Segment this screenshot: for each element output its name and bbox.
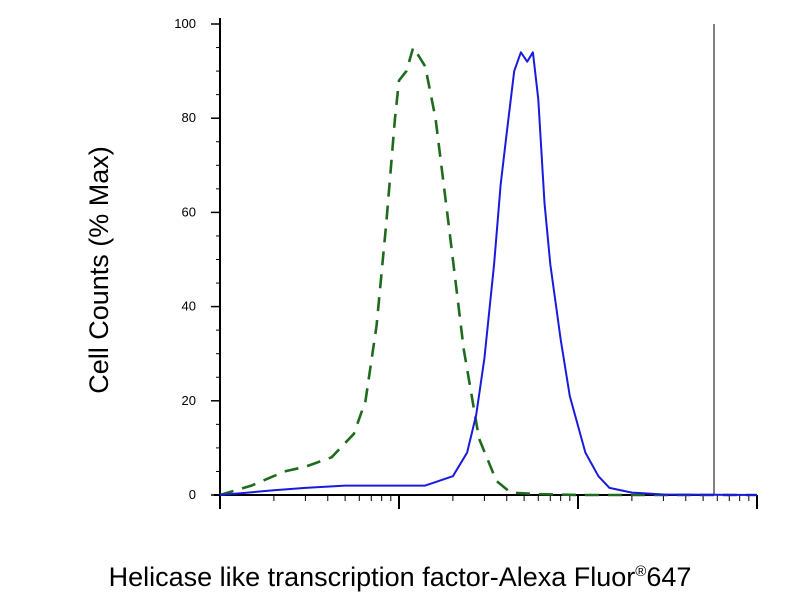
- y-tick-label: 100: [174, 16, 196, 31]
- y-tick-label: 60: [182, 204, 196, 219]
- x-axis-label-suffix: 647: [646, 562, 692, 592]
- histogram-solid-series: [219, 51, 758, 496]
- y-tick-label: 40: [182, 299, 196, 314]
- series-layer: [219, 46, 758, 497]
- histogram-dashed-series: [219, 46, 757, 497]
- y-tick-label: 20: [182, 393, 196, 408]
- x-axis-label-text: Helicase like transcription factor-Alexa…: [108, 562, 636, 592]
- y-tick-label: 0: [189, 487, 196, 502]
- y-tick-label: 80: [182, 110, 196, 125]
- y-axis-label: Cell Counts (% Max): [84, 146, 114, 394]
- registered-mark: ®: [635, 563, 647, 580]
- x-axis-label: Helicase like transcription factor-Alexa…: [0, 562, 800, 593]
- axes: 0 20 40 60 80 100: [174, 16, 758, 509]
